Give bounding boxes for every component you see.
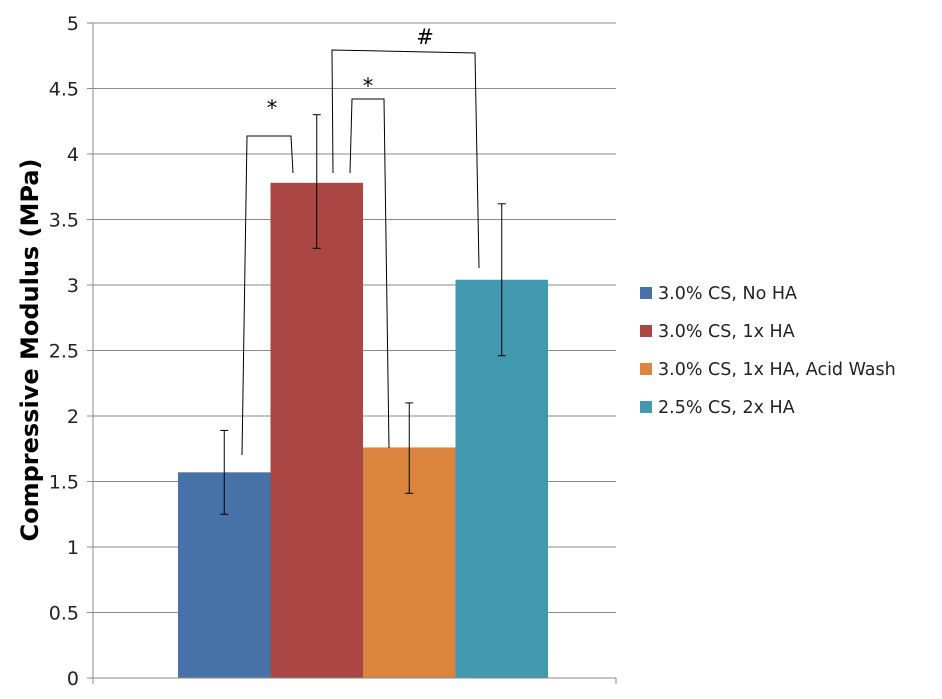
legend-swatch	[640, 401, 652, 413]
y-axis-title: Compressive Modulus (MPa)	[16, 158, 44, 541]
y-tick-label: 1	[67, 537, 79, 559]
legend-swatch	[640, 287, 652, 299]
y-tick-label: 0.5	[49, 603, 79, 625]
error-bar	[220, 429, 229, 515]
legend-label: 3.0% CS, 1x HA, Acid Wash	[658, 360, 896, 380]
legend: 3.0% CS, No HA 3.0% CS, 1x HA 3.0% CS, 1x …	[640, 284, 896, 418]
error-bars	[220, 114, 506, 515]
legend-label: 3.0% CS, No HA	[658, 284, 797, 304]
legend-swatch	[640, 363, 652, 375]
legend-item: 3.0% CS, No HA	[640, 284, 797, 304]
significance-label: #	[416, 25, 434, 49]
y-tick-labels: 0 0.5 1 1.5 2 2.5 3 3.5 4 4.5 5	[49, 13, 79, 690]
error-bar	[405, 402, 414, 494]
significance-label: *	[363, 74, 374, 98]
significance-bracket: *	[349, 74, 390, 449]
bracket-line	[349, 98, 390, 449]
legend-item: 3.0% CS, 1x HA, Acid Wash	[640, 360, 896, 380]
bar	[270, 182, 363, 678]
y-tick-label: 4.5	[49, 79, 79, 101]
y-tick-label: 2	[67, 406, 79, 428]
y-tick-label: 3	[67, 275, 79, 297]
bracket-line	[241, 135, 294, 456]
y-tick-label: 4	[67, 144, 79, 166]
y-tick-label: 2.5	[49, 341, 79, 363]
bars	[178, 182, 548, 678]
y-tick-label: 3.5	[49, 210, 79, 232]
legend-label: 3.0% CS, 1x HA	[658, 322, 795, 342]
error-bar	[497, 203, 506, 357]
legend-swatch	[640, 325, 652, 337]
y-tick-label: 1.5	[49, 472, 79, 494]
significance-brackets: * * #	[241, 25, 480, 456]
significance-label: *	[267, 96, 278, 120]
legend-item: 3.0% CS, 1x HA	[640, 322, 795, 342]
y-tick-label: 5	[67, 13, 79, 35]
legend-item: 2.5% CS, 2x HA	[640, 398, 795, 418]
significance-bracket: *	[241, 96, 294, 456]
axes	[92, 23, 617, 684]
y-tick-label: 0	[67, 668, 79, 690]
error-bar	[312, 114, 321, 249]
significance-bracket: #	[331, 25, 480, 269]
bracket-line	[331, 49, 480, 269]
legend-label: 2.5% CS, 2x HA	[658, 398, 795, 418]
